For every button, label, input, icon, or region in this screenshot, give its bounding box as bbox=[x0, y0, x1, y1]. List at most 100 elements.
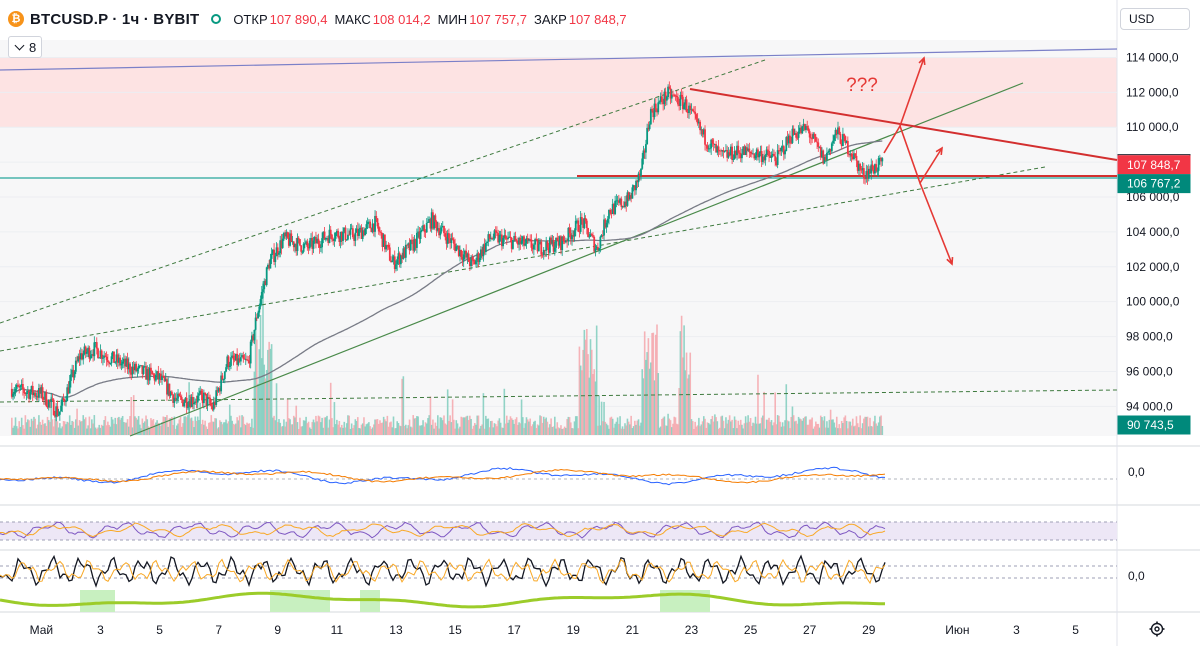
candle-body bbox=[147, 369, 150, 381]
candle-body bbox=[62, 398, 65, 400]
volume-bar bbox=[217, 427, 220, 435]
volume-bar bbox=[306, 423, 309, 435]
candle-body bbox=[118, 357, 120, 363]
volume-bar bbox=[837, 428, 839, 435]
candle-body bbox=[465, 250, 468, 258]
candle-body bbox=[332, 239, 335, 241]
candle-body bbox=[444, 233, 447, 238]
volume-bar bbox=[625, 425, 628, 435]
volume-bar bbox=[728, 415, 731, 435]
volume-bar bbox=[867, 426, 870, 435]
candle-body bbox=[614, 200, 617, 215]
candle-body bbox=[633, 185, 636, 191]
candle-body bbox=[19, 385, 22, 388]
volume-bar bbox=[725, 417, 727, 435]
volume-bar bbox=[508, 419, 511, 435]
candle-body bbox=[796, 137, 799, 139]
volume-bar bbox=[678, 388, 680, 435]
volume-bar bbox=[72, 421, 75, 435]
volume-bar bbox=[274, 420, 277, 435]
candle-body bbox=[122, 358, 125, 362]
volume-bar bbox=[621, 426, 624, 435]
candle-body bbox=[728, 152, 731, 156]
candle-body bbox=[311, 237, 314, 249]
candle-body bbox=[754, 155, 757, 159]
volume-bar bbox=[769, 421, 772, 435]
candle-body bbox=[98, 357, 101, 359]
indicators-toggle[interactable]: 8 bbox=[8, 36, 43, 58]
candle-body bbox=[592, 235, 594, 237]
candle-body bbox=[478, 257, 481, 262]
candle-body bbox=[657, 102, 660, 113]
volume-bar bbox=[244, 425, 247, 435]
arrows[interactable] bbox=[883, 56, 954, 266]
volume-bar bbox=[407, 425, 410, 435]
market-status-icon[interactable] bbox=[211, 14, 222, 24]
volume-bar bbox=[397, 422, 400, 435]
gear-icon[interactable] bbox=[1149, 621, 1165, 637]
volume-bar bbox=[699, 426, 701, 435]
volume-bar bbox=[526, 419, 529, 435]
candle-body bbox=[827, 151, 830, 153]
volume-bar bbox=[33, 416, 35, 435]
candle-body bbox=[787, 135, 790, 144]
volume-bar bbox=[547, 427, 550, 435]
candle-body bbox=[251, 335, 253, 342]
indicator-panes bbox=[0, 466, 1117, 612]
candle-body bbox=[822, 150, 825, 164]
volume-bar bbox=[284, 426, 286, 435]
symbol-title[interactable]: BTCUSD.P · 1ч · BYBIT bbox=[30, 10, 200, 28]
volume-bar bbox=[670, 427, 673, 435]
candle-body bbox=[812, 134, 815, 139]
volume-bar bbox=[412, 415, 415, 435]
candle-body bbox=[121, 361, 124, 364]
candle-body bbox=[558, 236, 561, 246]
volume-bar bbox=[604, 421, 607, 435]
volume-bar bbox=[36, 424, 39, 435]
volume-bar bbox=[28, 420, 30, 435]
volume-bar bbox=[551, 426, 554, 435]
volume-bar bbox=[776, 415, 779, 435]
candle-body bbox=[619, 198, 621, 203]
candle-body bbox=[417, 231, 420, 233]
volume-bar bbox=[851, 418, 854, 435]
volume-bar bbox=[691, 421, 694, 435]
candle-body bbox=[391, 260, 394, 263]
price-badge-level-bg bbox=[1117, 174, 1191, 194]
candle-body bbox=[540, 241, 543, 255]
volume-bar bbox=[854, 425, 857, 435]
volume-bar bbox=[189, 418, 192, 435]
candle-body bbox=[206, 397, 209, 406]
candle-body bbox=[94, 342, 97, 343]
candle-body bbox=[264, 280, 267, 286]
volume-bar bbox=[301, 426, 304, 435]
candle-body bbox=[807, 127, 810, 132]
candle-body bbox=[262, 289, 264, 292]
volume-bar bbox=[632, 426, 635, 435]
candle-body bbox=[180, 397, 183, 400]
volume-bar bbox=[104, 416, 107, 435]
candle-body bbox=[834, 129, 837, 136]
volume-bar bbox=[180, 426, 183, 435]
candle-body bbox=[656, 109, 658, 113]
candle-body bbox=[106, 360, 109, 363]
volume-bar bbox=[76, 408, 78, 435]
currency-button[interactable]: USD bbox=[1120, 8, 1190, 30]
time-axis[interactable]: Май 3 5 7 9 11 13 15 17 19 21 23 25 27 29 Июн 3 5 bbox=[30, 623, 1080, 637]
candle-body bbox=[768, 150, 770, 156]
candle-body bbox=[439, 231, 442, 236]
volume-bar bbox=[475, 424, 477, 435]
candle-body bbox=[73, 371, 76, 378]
volume-bar bbox=[269, 348, 272, 435]
volume-bar bbox=[311, 422, 314, 435]
volume-bar bbox=[190, 417, 193, 435]
candle-body bbox=[658, 101, 661, 103]
volume-bar bbox=[30, 418, 33, 435]
volume-bar bbox=[73, 427, 76, 435]
candle-body bbox=[247, 359, 250, 361]
volume-bar bbox=[113, 423, 115, 435]
candle-body bbox=[833, 135, 836, 141]
candle-body bbox=[280, 240, 283, 248]
